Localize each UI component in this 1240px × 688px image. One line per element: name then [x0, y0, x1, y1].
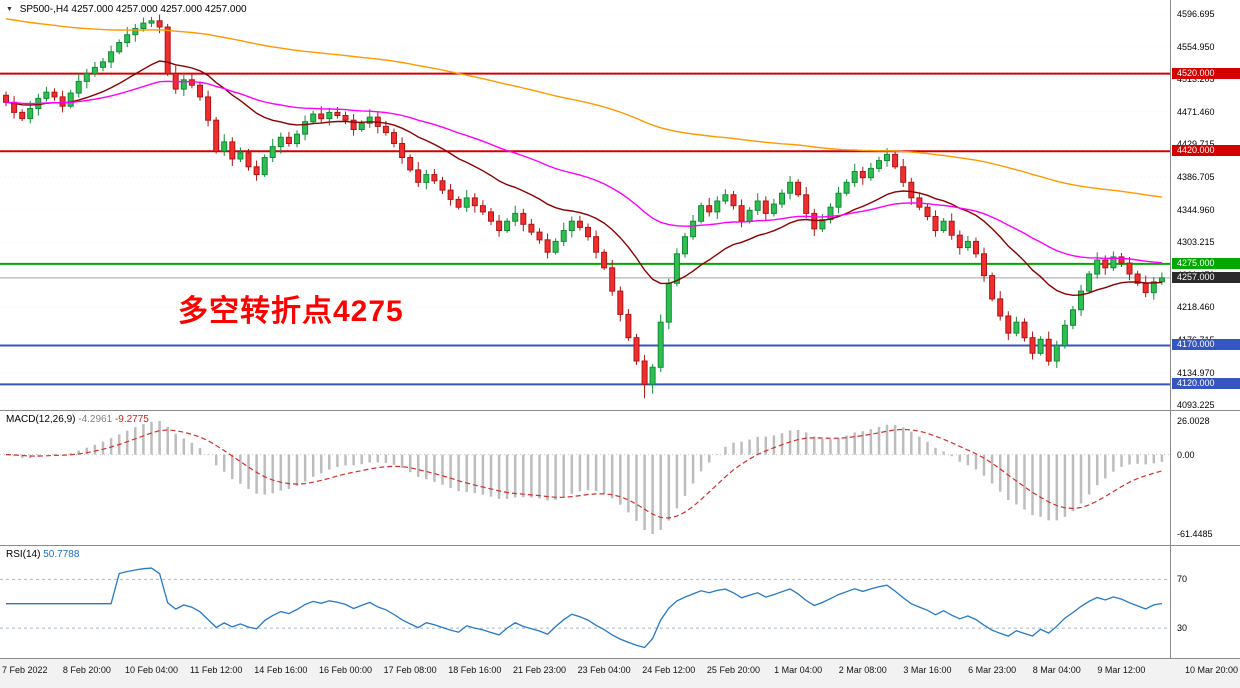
price-tag-4520.000: 4520.000: [1172, 67, 1240, 79]
chart-title: ▼ SP500-,H4 4257.000 4257.000 4257.000 4…: [6, 4, 247, 15]
time-axis-label: 6 Mar 23:00: [968, 665, 1017, 675]
time-axis-label: 10 Feb 04:00: [124, 665, 179, 675]
time-axis-label: 8 Feb 20:00: [62, 665, 111, 675]
time-axis-label: 10 Mar 20:00: [1184, 665, 1238, 675]
price-tag-4170.000: 4170.000: [1172, 339, 1240, 351]
price-axis-label: 4471.460: [1177, 106, 1215, 117]
price-axis-label: 4513.205: [1177, 74, 1215, 85]
main-chart-canvas[interactable]: [0, 0, 1170, 410]
rsi-value: 50.7788: [43, 549, 80, 560]
time-axis-label: 3 Mar 16:00: [903, 665, 952, 675]
annotation-text[interactable]: 多空转折点4275: [178, 295, 404, 328]
macd-value-main: -4.2961: [78, 414, 113, 425]
price-tag-4120.000: 4120.000: [1172, 378, 1240, 390]
symbol-dropdown-icon[interactable]: ▼: [6, 6, 13, 13]
time-axis-label: 21 Feb 23:00: [512, 665, 566, 675]
panel-separator-macd[interactable]: [0, 410, 1240, 411]
macd-axis-label: -61.4485: [1177, 528, 1213, 539]
candles: [3, 14, 1165, 399]
panel-separator-rsi[interactable]: [0, 545, 1240, 546]
price-tag-4420.000: 4420.000: [1172, 145, 1240, 157]
ma-line-150: [5, 18, 1162, 198]
price-axis-label: 4134.970: [1177, 367, 1215, 378]
time-axis-label: 18 Feb 16:00: [448, 665, 502, 675]
time-axis-label: 9 Mar 12:00: [1097, 665, 1146, 675]
macd-histogram: [12, 421, 1164, 534]
ma-line-20: [5, 60, 1162, 297]
price-axis-label: 4596.695: [1177, 9, 1215, 19]
macd-axis-label: 26.0028: [1177, 416, 1210, 426]
rsi-axis-label: 30: [1177, 623, 1188, 634]
time-axis-label: 2 Mar 08:00: [838, 665, 887, 675]
macd-label: MACD(12,26,9) -4.2961 -9.2775: [6, 414, 149, 425]
time-axis-label: 8 Mar 04:00: [1032, 665, 1081, 675]
price-tag-4275.000: 4275.000: [1172, 257, 1240, 269]
price-axis-label: 4218.460: [1177, 302, 1215, 313]
price-axis-label: 4429.715: [1177, 139, 1215, 149]
chart-symbol-timeframe: SP500-,H4: [19, 4, 69, 15]
time-axis-label: 17 Feb 08:00: [383, 665, 437, 675]
time-axis-label: 14 Feb 16:00: [254, 665, 308, 675]
macd-value-signal: -9.2775: [114, 414, 149, 425]
rsi-panel-canvas[interactable]: [0, 546, 1170, 658]
price-axis-label: 4303.215: [1177, 237, 1215, 248]
rsi-label: RSI(14) 50.7788: [6, 549, 79, 560]
time-axis-label: 25 Feb 20:00: [706, 665, 760, 675]
time-axis-label: 24 Feb 12:00: [642, 665, 696, 675]
rsi-axis-label: 70: [1177, 574, 1188, 585]
time-axis-label: 23 Feb 04:00: [577, 665, 631, 675]
chart-ohlc-values: 4257.000 4257.000 4257.000 4257.000: [71, 4, 247, 15]
ma-line-50: [5, 80, 1162, 264]
price-tag-4257.000: 4257.000: [1172, 271, 1240, 283]
price-axis-label: 4344.960: [1177, 204, 1215, 215]
rsi-line: [6, 567, 1163, 649]
price-axis-label: 4386.705: [1177, 172, 1215, 182]
time-axis[interactable]: 7 Feb 2022 8 Feb 20:00 10 Feb 04:00 11 Feb …: [0, 658, 1240, 688]
time-axis-label: 16 Feb 00:00: [318, 665, 373, 675]
price-axis[interactable]: 4596.695 4554.950 4513.205 4471.460 4429.715…: [1170, 0, 1240, 658]
macd-title: MACD(12,26,9): [6, 414, 76, 425]
macd-signal-line: [5, 428, 1163, 519]
time-axis-label: 1 Mar 04:00: [774, 665, 823, 675]
price-axis-label: 4093.225: [1177, 400, 1215, 411]
price-axis-label: 4554.950: [1177, 41, 1215, 52]
time-axis-label: 11 Feb 12:00: [189, 665, 243, 675]
time-axis-label: 7 Feb 2022: [2, 665, 48, 675]
macd-panel-canvas[interactable]: [0, 411, 1170, 545]
rsi-title: RSI(14): [6, 549, 41, 560]
macd-axis-label: 0.00: [1177, 449, 1195, 460]
